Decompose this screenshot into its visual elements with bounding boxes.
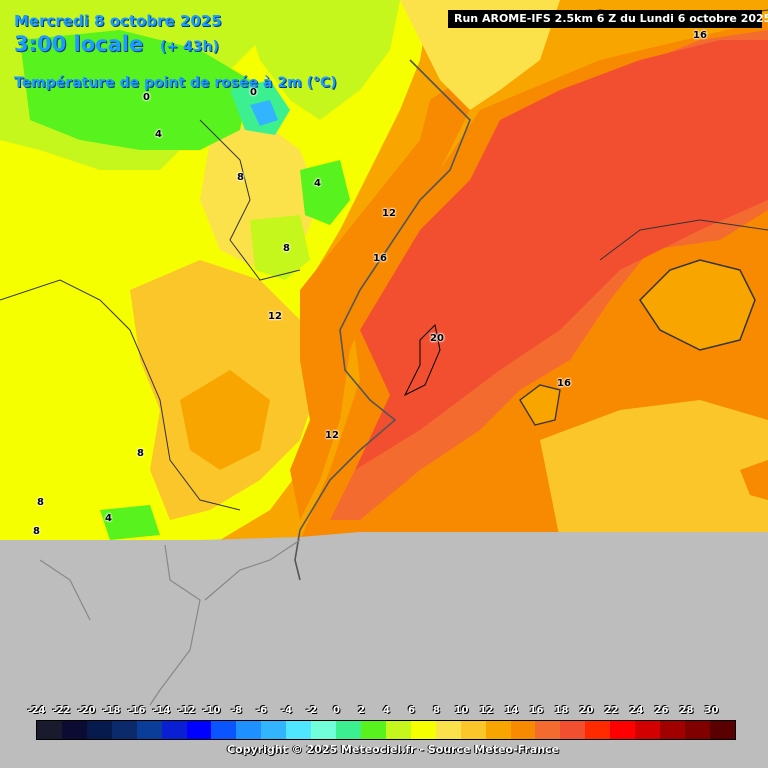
forecast-date: Mercredi 8 octobre 2025 xyxy=(14,12,222,30)
legend-tick-label: -22 xyxy=(52,705,71,716)
contour-label: 4 xyxy=(155,129,162,140)
legend-tick-label: 6 xyxy=(408,705,415,716)
run-info: Run AROME-IFS 2.5km 6 Z du Lundi 6 octob… xyxy=(448,10,768,28)
contour-label: 8 xyxy=(37,497,44,508)
contour-label: 12 xyxy=(268,311,282,322)
color-legend xyxy=(36,720,736,740)
legend-tick-label: -6 xyxy=(255,705,268,716)
contour-label: 16 xyxy=(693,30,707,41)
legend-tick-label: 18 xyxy=(554,705,569,716)
legend-swatch xyxy=(261,721,287,739)
contour-label: 16 xyxy=(373,253,387,264)
legend-tick-label: -14 xyxy=(152,705,171,716)
legend-swatch xyxy=(336,721,361,739)
legend-swatch xyxy=(161,721,187,739)
legend-swatch xyxy=(211,721,237,739)
legend-tick-label: 8 xyxy=(433,705,440,716)
legend-tick-label: 24 xyxy=(629,705,644,716)
legend-swatch xyxy=(236,721,262,739)
legend-swatch xyxy=(360,721,386,739)
contour-label: 8 xyxy=(33,526,40,537)
legend-swatch xyxy=(136,721,162,739)
copyright-text: Copyright © 2025 Meteociel.fr - Source M… xyxy=(226,743,560,756)
legend-tick-label: -8 xyxy=(230,705,243,716)
legend-swatch xyxy=(560,721,586,739)
legend-tick-label: 2 xyxy=(358,705,365,716)
legend-swatch xyxy=(460,721,486,739)
contour-label: 8 xyxy=(137,448,144,459)
legend-swatch xyxy=(684,721,710,739)
legend-tick-label: -24 xyxy=(27,705,46,716)
legend-tick-label: 26 xyxy=(654,705,669,716)
legend-swatch xyxy=(435,721,461,739)
forecast-time: 3:00 locale xyxy=(14,32,144,56)
legend-swatch xyxy=(610,721,636,739)
contour-label: 0 xyxy=(250,87,257,98)
legend-tick-label: -18 xyxy=(102,705,121,716)
legend-swatch xyxy=(186,721,212,739)
legend-tick-label: -20 xyxy=(77,705,96,716)
legend-tick-label: -2 xyxy=(305,705,318,716)
legend-tick-label: 16 xyxy=(529,705,544,716)
legend-swatch xyxy=(535,721,561,739)
legend-tick-label: -12 xyxy=(177,705,196,716)
legend-swatch xyxy=(510,721,536,739)
legend-swatch xyxy=(111,721,137,739)
legend-swatch xyxy=(286,721,312,739)
legend-swatch xyxy=(660,721,685,739)
legend-swatch xyxy=(709,721,735,739)
contour-label: 8 xyxy=(237,172,244,183)
legend-swatch xyxy=(635,721,661,739)
legend-tick-label: 22 xyxy=(604,705,619,716)
contour-label: 0 xyxy=(143,92,150,103)
contour-label: 16 xyxy=(557,378,571,389)
legend-tick-label: -16 xyxy=(127,705,146,716)
legend-swatch xyxy=(86,721,112,739)
contour-label: 12 xyxy=(325,430,339,441)
legend-tick-label: 10 xyxy=(454,705,469,716)
legend-tick-label: -10 xyxy=(202,705,221,716)
legend-tick-label: 12 xyxy=(479,705,494,716)
legend-tick-labels: -24 -22 -20 -18 -16 -14 -12 -10 -8 -6 -4 -2 0 2 4 6 8 10 1… xyxy=(24,705,748,719)
legend-tick-label: 28 xyxy=(679,705,694,716)
lead-time: (+ 43h) xyxy=(160,39,219,55)
contour-label: 20 xyxy=(430,333,444,344)
contour-label: 8 xyxy=(283,243,290,254)
legend-swatch xyxy=(410,721,436,739)
legend-tick-label: -4 xyxy=(280,705,293,716)
legend-tick-label: 30 xyxy=(704,705,719,716)
legend-tick-label: 14 xyxy=(504,705,519,716)
legend-swatch xyxy=(61,721,87,739)
contour-label: 4 xyxy=(105,513,112,524)
legend-swatch xyxy=(485,721,511,739)
legend-swatch xyxy=(311,721,337,739)
legend-swatch xyxy=(37,721,62,739)
legend-tick-label: 20 xyxy=(579,705,594,716)
contour-label: 4 xyxy=(314,178,321,189)
legend-swatch xyxy=(385,721,411,739)
legend-swatch xyxy=(585,721,611,739)
legend-tick-label: 4 xyxy=(383,705,390,716)
contour-label: 12 xyxy=(382,208,396,219)
legend-tick-label: 0 xyxy=(333,705,340,716)
parameter-title: Température de point de rosée à 2m (°C) xyxy=(14,75,337,91)
